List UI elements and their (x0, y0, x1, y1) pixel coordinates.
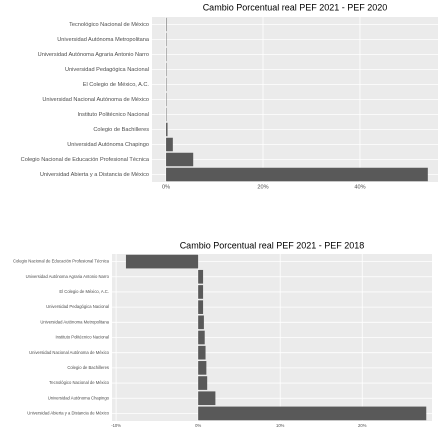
bar (198, 376, 208, 390)
bar (125, 254, 199, 269)
y-tick-label: Colegio Nacional de Educación Profesiona… (13, 259, 110, 264)
y-tick-label: El Colegio de México, A.C. (83, 82, 150, 88)
y-tick-label: Universidad Pedagógica Nacional (46, 304, 109, 309)
y-tick-label: Tecnológico Nacional de México (69, 22, 149, 28)
chart: Cambio Porcentual real PEF 2021 - PEF 20… (13, 240, 432, 428)
bar (198, 330, 205, 345)
x-tick-label: 10% (276, 423, 285, 428)
x-tick-label: 0% (195, 423, 201, 428)
x-tick-label: 0% (162, 184, 170, 190)
y-tick-label: Universidad Autónoma Agraria Antonio Nar… (38, 52, 149, 58)
bar (198, 361, 207, 375)
x-tick-label: -10% (111, 423, 121, 428)
chart: Cambio Porcentual real PEF 2021 - PEF 20… (21, 2, 438, 190)
y-tick-label: Universidad Autónoma Metropolitana (40, 319, 109, 324)
y-tick-label: Universidad Pedagógica Nacional (65, 67, 149, 73)
bar (198, 406, 427, 421)
y-tick-label: Universidad Autónoma Chapingo (67, 142, 149, 148)
y-tick-label: Instituto Politécnico Nacional (55, 335, 109, 340)
y-tick-label: Universidad Nacional Autónoma de México (29, 350, 110, 355)
y-tick-label: Tecnológico Nacional de México (49, 380, 109, 385)
bar (198, 391, 216, 406)
y-tick-label: El Colegio de México, A.C. (59, 289, 109, 294)
bar (166, 152, 194, 167)
x-tick-label: 20% (257, 184, 268, 190)
bar (166, 137, 173, 152)
x-tick-label: 20% (358, 423, 367, 428)
y-tick-label: Universidad Nacional Autónoma de México (42, 97, 149, 103)
bar (198, 315, 204, 330)
y-tick-label: Colegio de Bachilleres (67, 365, 109, 370)
y-tick-label: Colegio de Bachilleres (93, 127, 149, 133)
y-tick-label: Instituto Politécnico Nacional (77, 112, 149, 118)
y-tick-label: Universidad Abierta y a Distancia de Méx… (40, 172, 149, 178)
bar (166, 167, 428, 182)
y-tick-label: Universidad Autónoma Metropolitana (57, 37, 150, 43)
chart-title: Cambio Porcentual real PEF 2021 - PEF 20… (180, 240, 365, 250)
y-tick-label: Universidad Autónoma Chapingo (48, 395, 110, 400)
x-tick-label: 40% (354, 184, 365, 190)
bar (198, 285, 204, 299)
bar (198, 345, 206, 360)
bar (166, 122, 168, 137)
bar (198, 300, 204, 314)
y-tick-label: Colegio Nacional de Educación Profesiona… (21, 157, 150, 163)
chart-title: Cambio Porcentual real PEF 2021 - PEF 20… (203, 2, 388, 12)
bar (198, 269, 204, 284)
y-tick-label: Universidad Abierta y a Distancia de Méx… (27, 411, 109, 416)
y-tick-label: Universidad Autónoma Agraria Antonio Nar… (26, 274, 110, 279)
